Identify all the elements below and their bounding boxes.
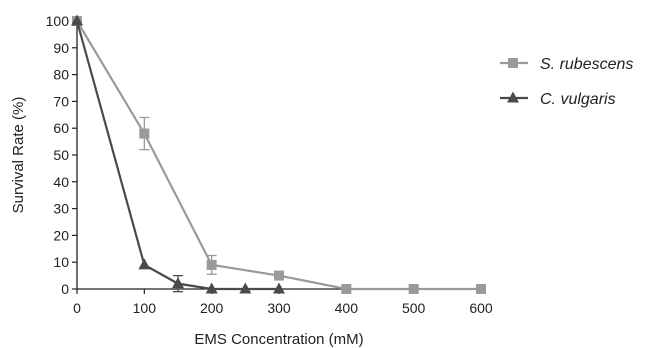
data-point-c-vulgaris [273, 282, 285, 294]
legend-marker-triangle [507, 91, 519, 103]
legend-label: C. vulgaris [540, 91, 616, 108]
data-point-s-rubescens [341, 284, 352, 294]
data-point-s-rubescens [476, 284, 486, 294]
legend-item-c-vulgaris: C. vulgaris [500, 91, 616, 108]
data-point-c-vulgaris [172, 277, 184, 289]
legend-label: S. rubescens [540, 56, 633, 73]
data-point-s-rubescens [408, 284, 419, 294]
x-tick-label: 100 [133, 300, 157, 316]
data-point-s-rubescens [206, 259, 217, 270]
y-tick-label: 20 [53, 227, 69, 243]
x-tick-label: 600 [469, 300, 493, 316]
y-tick-label: 0 [61, 281, 69, 297]
series-line-c-vulgaris [75, 20, 279, 291]
y-tick-label: 90 [53, 40, 69, 56]
y-tick-label: 80 [53, 67, 69, 83]
y-tick-label: 30 [53, 201, 69, 217]
data-point-s-rubescens [139, 128, 150, 139]
legend-item-s-rubescens: S. rubescens [500, 56, 633, 73]
y-tick-label: 10 [53, 254, 69, 270]
y-tick-label: 60 [53, 120, 69, 136]
series-line-s-rubescens [76, 20, 481, 291]
legend: S. rubescens C. vulgaris [500, 56, 633, 108]
data-point-c-vulgaris [205, 282, 218, 294]
x-tick-label: 0 [73, 300, 81, 316]
y-tick-label: 50 [53, 147, 69, 163]
legend-marker-square [508, 58, 518, 68]
x-tick-label: 300 [267, 300, 291, 316]
data-point-s-rubescens [274, 270, 284, 281]
data-point-c-vulgaris [239, 282, 252, 294]
plot-area [71, 14, 486, 294]
x-tick-label: 200 [200, 300, 224, 316]
y-tick-label: 100 [46, 13, 70, 29]
x-tick-label: 500 [402, 300, 426, 316]
series-c-vulgaris [71, 14, 285, 294]
series-s-rubescens [72, 16, 486, 294]
y-tick-label: 40 [53, 174, 69, 190]
tick-group: 0 10 20 30 40 50 60 70 80 90 100 0 100 200 300 400 500 60… [46, 13, 493, 316]
y-tick-label: 70 [53, 93, 69, 109]
y-axis-label: Survival Rate (%) [10, 97, 27, 214]
axes [76, 20, 482, 290]
data-point-c-vulgaris [138, 258, 151, 270]
x-tick-label: 400 [335, 300, 359, 316]
x-axis-label: EMS Concentration (mM) [194, 331, 363, 348]
data-point-c-vulgaris [71, 14, 83, 26]
